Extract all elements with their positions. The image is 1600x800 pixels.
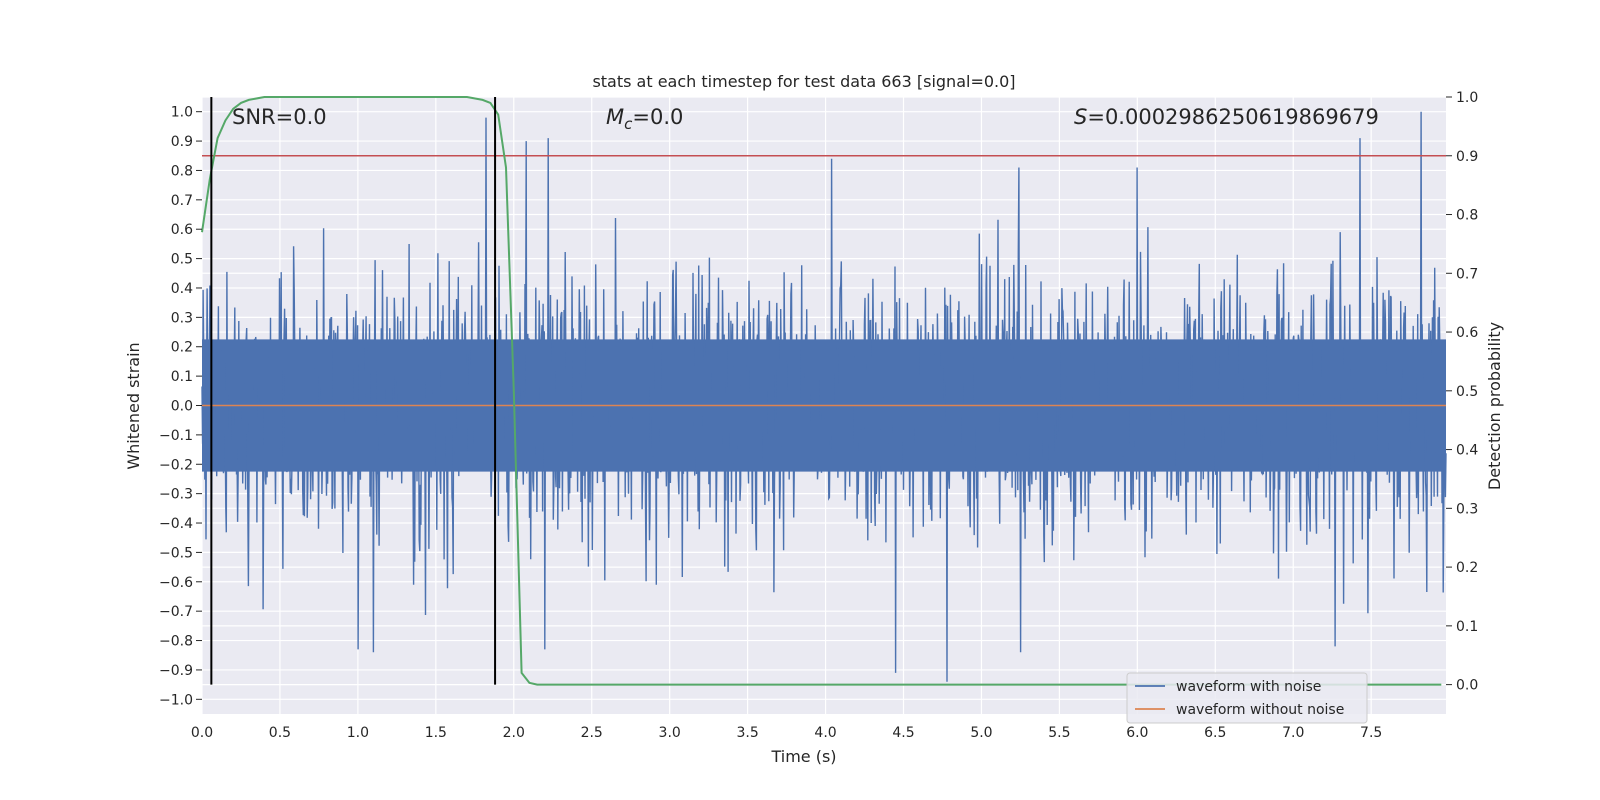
y-left-tick-label: 0.0 (171, 399, 193, 415)
y-left-tick-label: 0.5 (171, 252, 193, 268)
x-tick-label: 1.0 (347, 725, 369, 741)
y-left-tick-label: 0.9 (171, 134, 193, 150)
x-tick-label: 4.0 (814, 725, 836, 741)
y-left-tick-label: 0.2 (171, 340, 193, 356)
y-right-tick-label: 0.8 (1456, 208, 1478, 224)
y-right-tick-label: 1.0 (1456, 90, 1478, 106)
y-left-tick-label: −0.1 (159, 428, 193, 444)
y-right-tick-label: 0.7 (1456, 266, 1478, 282)
x-tick-label: 4.5 (892, 725, 914, 741)
y-left-tick-label: 1.0 (171, 105, 193, 121)
y-left-tick-label: −0.7 (159, 604, 193, 620)
y-right-tick-label: 0.9 (1456, 149, 1478, 165)
x-tick-label: 6.5 (1204, 725, 1226, 741)
series-detection-probability (201, 96, 1442, 686)
y-left-tick-label: 0.1 (171, 369, 193, 385)
x-tick-label: 0.5 (269, 725, 291, 741)
x-tick-label: 6.0 (1126, 725, 1148, 741)
y-left-tick-label: −0.2 (159, 457, 193, 473)
x-tick-label: 5.0 (970, 725, 992, 741)
x-tick-label: 2.0 (503, 725, 525, 741)
s-annotation: S=0.0002986250619869679 (1074, 105, 1379, 129)
x-tick-label: 3.0 (659, 725, 681, 741)
x-axis-label: Time (s) (770, 747, 836, 766)
legend-entry: waveform with noise (1176, 679, 1321, 695)
y-right-tick-label: 0.6 (1456, 325, 1478, 341)
y-axis-left-label: Whitened strain (124, 342, 143, 469)
y-right-tick-label: 0.4 (1456, 443, 1478, 459)
y-left-tick-label: −0.4 (159, 516, 193, 532)
legend-entry: waveform without noise (1176, 702, 1344, 718)
legend: waveform with noise waveform without nois… (1126, 672, 1368, 724)
x-tick-label: 3.5 (736, 725, 758, 741)
x-tick-label: 2.5 (581, 725, 603, 741)
y-left-tick-label: 0.6 (171, 222, 193, 238)
mc-annotation: Mc=0.0 (606, 105, 683, 133)
snr-annotation: SNR=0.0 (232, 105, 327, 129)
y-left-tick-label: −1.0 (159, 692, 193, 708)
y-right-tick-label: 0.0 (1456, 678, 1478, 694)
x-tick-label: 7.0 (1282, 725, 1304, 741)
y-left-tick-label: 0.7 (171, 193, 193, 209)
noise-line (201, 111, 1447, 682)
x-tick-label: 5.5 (1048, 725, 1070, 741)
y-right-tick-label: 0.3 (1456, 501, 1478, 517)
series-lines (201, 96, 1446, 686)
y-left-tick-label: −0.6 (159, 575, 193, 591)
x-tick-label: 0.0 (191, 725, 213, 741)
y-left-tick-label: −0.3 (159, 487, 193, 503)
y-left-tick-label: −0.5 (159, 545, 193, 561)
chart-title: stats at each timestep for test data 663… (592, 72, 1015, 91)
legend-box (1126, 672, 1368, 724)
y-right-tick-label: 0.2 (1456, 560, 1478, 576)
y-left-tick-label: −0.9 (159, 663, 193, 679)
tick-labels: 0.0 0.5 1.0 1.5 2.0 2.5 3.0 3.5 4.0 4.5 5.0 5.5 6.0 6… (159, 90, 1478, 741)
y-right-tick-label: 0.5 (1456, 384, 1478, 400)
y-left-tick-label: −0.8 (159, 634, 193, 650)
y-axis-right-label: Detection probability (1485, 322, 1504, 490)
y-right-tick-label: 0.1 (1456, 619, 1478, 635)
y-left-tick-label: 0.4 (171, 281, 193, 297)
x-tick-label: 7.5 (1360, 725, 1382, 741)
y-left-tick-label: 0.3 (171, 310, 193, 326)
y-left-tick-label: 0.8 (171, 163, 193, 179)
annotations: SNR=0.0 Mc=0.0 S=0.0002986250619869679 (232, 105, 1379, 133)
x-tick-label: 1.5 (425, 725, 447, 741)
